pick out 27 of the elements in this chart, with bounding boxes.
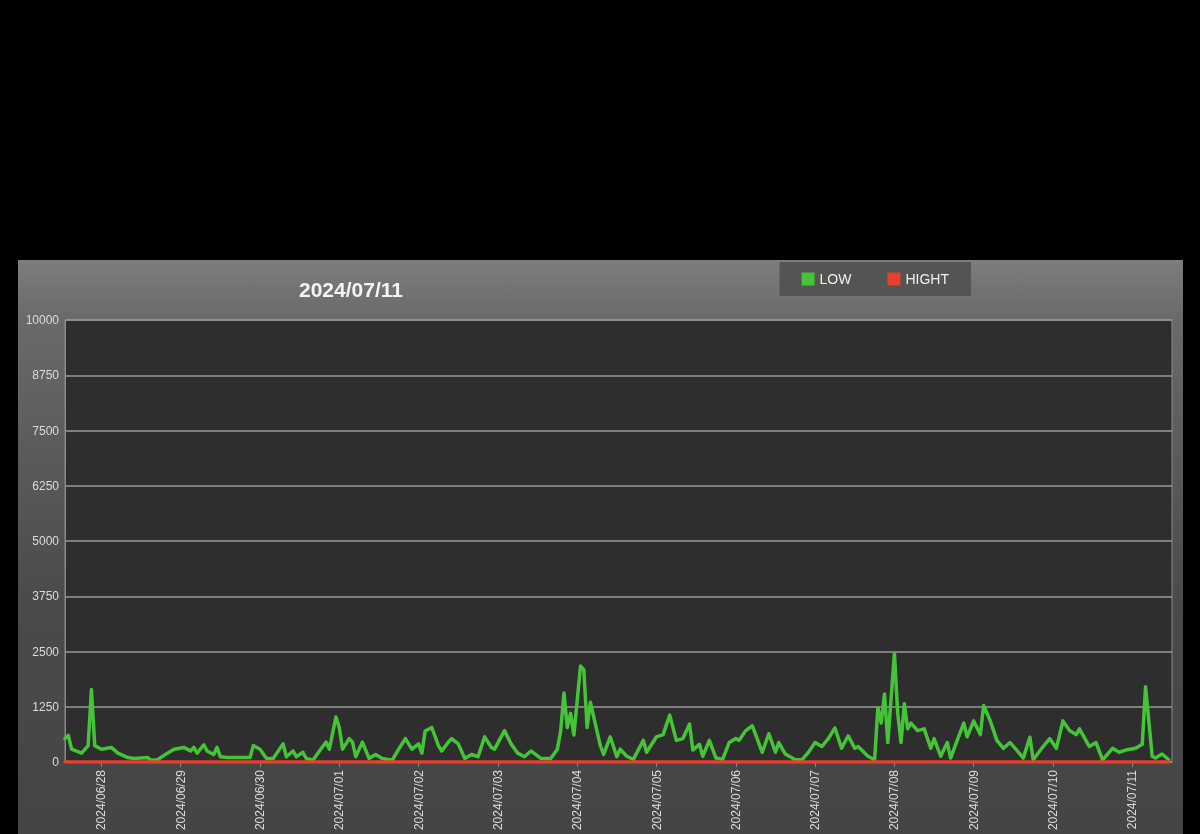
chart-title: 2024/07/11 bbox=[299, 278, 404, 301]
x-tick-label: 2024/07/10 bbox=[1046, 769, 1061, 831]
x-tick-label: 2024/07/07 bbox=[808, 769, 823, 831]
y-tick-label: 0 bbox=[52, 755, 60, 769]
y-tick-label: 3750 bbox=[32, 589, 60, 604]
legend-label: LOW bbox=[819, 271, 853, 287]
y-tick-label: 8750 bbox=[32, 368, 60, 383]
y-tick-label: 10000 bbox=[25, 313, 60, 327]
x-tick-label: 2024/06/29 bbox=[173, 769, 188, 831]
line-series bbox=[63, 651, 1171, 762]
y-tick-label: 1250 bbox=[32, 699, 60, 714]
x-tick-label: 2024/07/05 bbox=[649, 769, 664, 831]
x-tick-label: 2024/07/08 bbox=[887, 769, 902, 831]
y-tick-label: 6250 bbox=[32, 478, 60, 493]
x-tick-label: 2024/07/01 bbox=[332, 769, 347, 831]
x-tick-label: 2024/06/30 bbox=[252, 769, 267, 831]
y-tick-label: 2500 bbox=[32, 644, 60, 659]
x-tick-label: 2024/07/06 bbox=[728, 769, 743, 831]
legend-label: HIGHT bbox=[905, 271, 950, 287]
x-tick-label: 2024/07/04 bbox=[570, 769, 585, 831]
y-tick-label: 7500 bbox=[32, 423, 60, 438]
x-tick-label: 2024/07/02 bbox=[411, 769, 426, 831]
x-tick-label: 2024/06/28 bbox=[94, 769, 109, 831]
x-tick-label: 2024/07/11 bbox=[1125, 769, 1140, 830]
y-tick-label: 5000 bbox=[32, 534, 60, 548]
x-tick-label: 2024/07/09 bbox=[966, 769, 981, 831]
x-tick-label: 2024/07/03 bbox=[490, 769, 505, 831]
